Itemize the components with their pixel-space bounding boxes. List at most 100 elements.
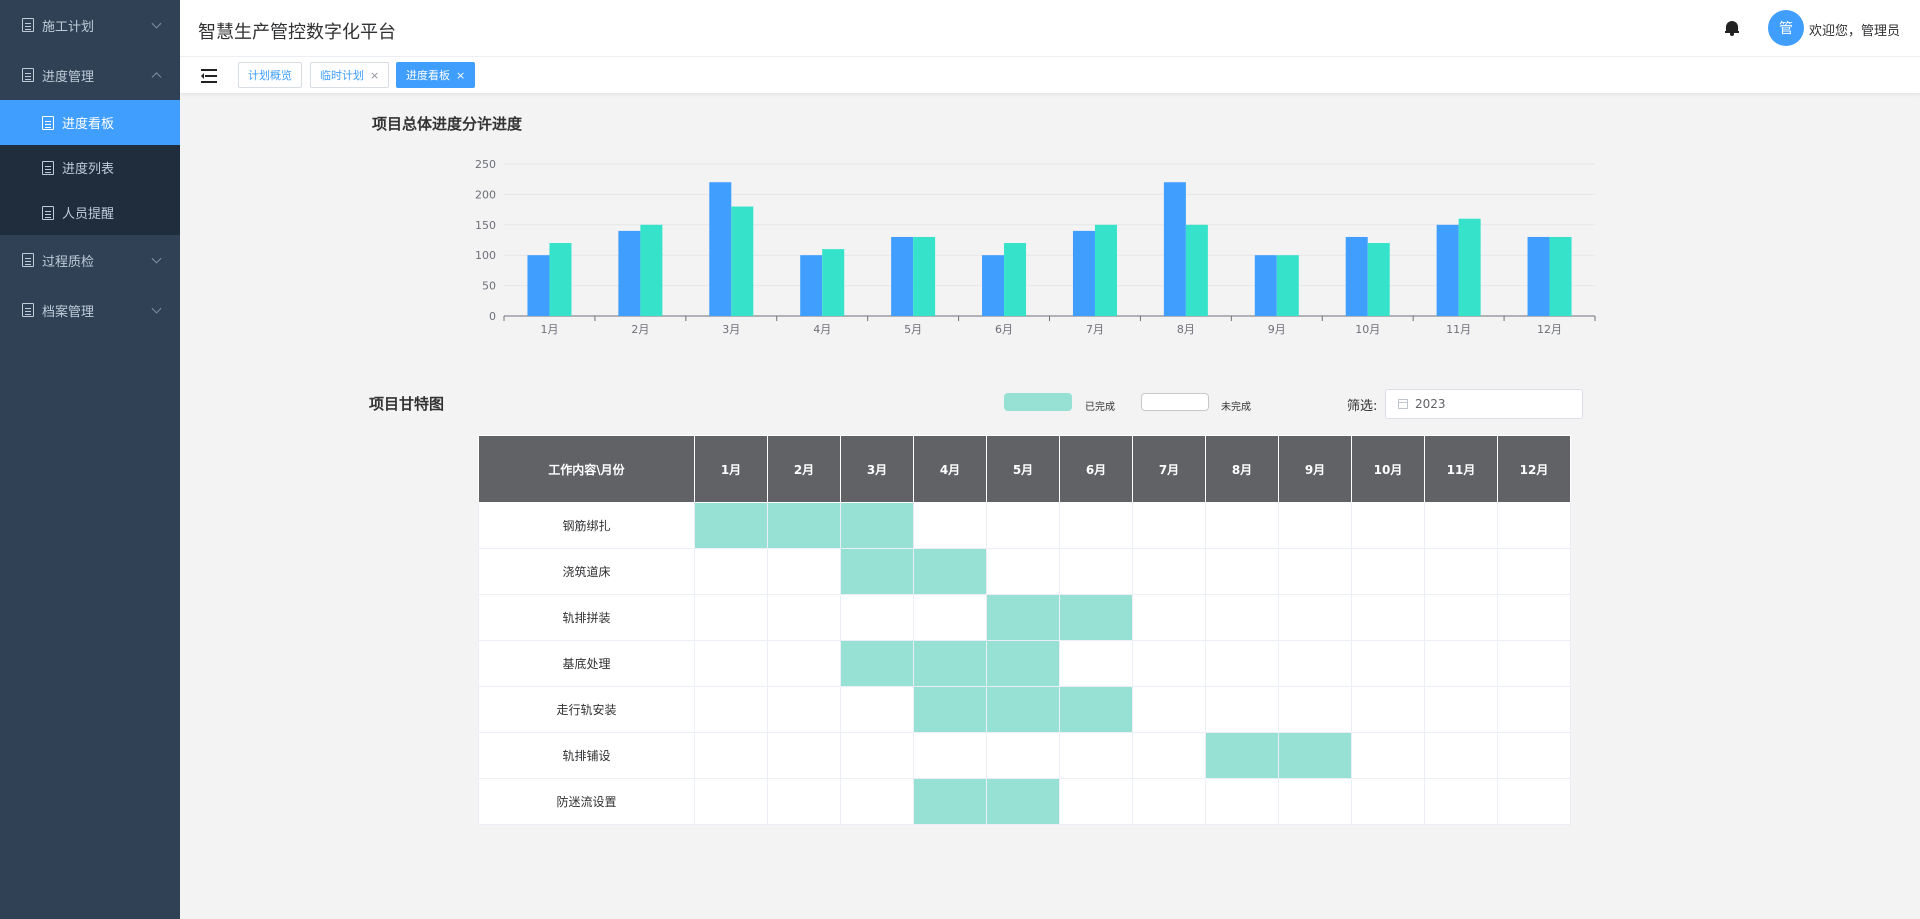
sidebar-item-quality-inspection[interactable]: 过程质检 <box>0 235 180 285</box>
legend-label-todo: 未完成 <box>1221 402 1251 413</box>
gantt-cell-empty <box>1497 732 1571 779</box>
gantt-cell-empty <box>1205 778 1279 825</box>
x-tick-label: 2月 <box>631 323 649 336</box>
gantt-month-header: 11月 <box>1424 435 1498 503</box>
gantt-cell-empty <box>1424 502 1498 549</box>
bar-series-1 <box>640 224 663 316</box>
gantt-cell-empty <box>694 640 768 687</box>
gantt-month-header: 10月 <box>1351 435 1425 503</box>
gantt-row: 轨排铺设 <box>478 732 1571 779</box>
gantt-month-header: 4月 <box>913 435 987 503</box>
gantt-cell-empty <box>1278 548 1352 595</box>
gantt-cell-empty <box>694 686 768 733</box>
gantt-month-header: 9月 <box>1278 435 1352 503</box>
gantt-cell-empty <box>1497 548 1571 595</box>
gantt-month-header: 7月 <box>1132 435 1206 503</box>
gantt-cell-done <box>986 594 1060 641</box>
gantt-task-name: 轨排铺设 <box>478 732 695 779</box>
bar-series-1 <box>1549 236 1572 316</box>
y-tick-label: 250 <box>475 158 496 171</box>
gantt-cell-empty <box>1205 640 1279 687</box>
chevron-down-icon <box>151 253 162 264</box>
gantt-cell-empty <box>767 778 841 825</box>
gantt-table: 工作内容\月份 1月 2月 3月 4月 5月 6月 7月 8月 9月 10月 11月 12月 钢筋绑扎浇… <box>478 435 1571 825</box>
tags-view-bar: 计划概览 临时计划 × 进度看板 × <box>180 57 1920 94</box>
gantt-cell-empty <box>1278 778 1352 825</box>
tag-plan-overview[interactable]: 计划概览 <box>238 62 302 88</box>
year-picker[interactable]: 2023 <box>1385 389 1583 419</box>
gantt-cell-empty <box>1132 640 1206 687</box>
legend-swatch-done <box>1004 393 1072 411</box>
sidebar-item-progress-board[interactable]: 进度看板 <box>0 100 180 145</box>
gantt-cell-done <box>986 686 1060 733</box>
x-tick-label: 5月 <box>904 323 922 336</box>
sidebar-item-label: 人员提醒 <box>62 207 115 222</box>
sidebar-submenu-progress: 进度看板 进度列表 人员提醒 <box>0 100 180 235</box>
chevron-down-icon <box>151 303 162 314</box>
gantt-cell-done <box>986 778 1060 825</box>
tag-temporary-plan[interactable]: 临时计划 × <box>310 62 390 88</box>
gantt-task-name: 防迷流设置 <box>478 778 695 825</box>
x-tick-label: 11月 <box>1446 323 1471 336</box>
gantt-row: 浇筑道床 <box>478 548 1571 595</box>
bar-series-1 <box>1185 224 1208 316</box>
document-icon <box>22 253 34 267</box>
gantt-cell-done <box>913 778 987 825</box>
bar-series-0 <box>527 255 550 316</box>
gantt-cell-empty <box>840 686 914 733</box>
sidebar-item-label: 施工计划 <box>42 19 95 35</box>
gantt-cell-done <box>1278 732 1352 779</box>
sidebar-item-progress-management[interactable]: 进度管理 <box>0 50 180 100</box>
gantt-cell-empty <box>1424 594 1498 641</box>
gantt-month-header: 3月 <box>840 435 914 503</box>
gantt-cell-empty <box>840 594 914 641</box>
chart-title: 项目总体进度分许进度 <box>372 115 523 133</box>
gantt-cell-empty <box>1205 594 1279 641</box>
sidebar-item-construction-plan[interactable]: 施工计划 <box>0 0 180 50</box>
avatar[interactable]: 管 <box>1768 10 1804 46</box>
bar-series-1 <box>1367 243 1390 316</box>
tag-label: 临时计划 <box>320 69 364 82</box>
gantt-cell-empty <box>986 502 1060 549</box>
gantt-cell-empty <box>1424 548 1498 595</box>
bell-icon[interactable] <box>1725 20 1739 36</box>
x-tick-label: 3月 <box>722 323 740 336</box>
gantt-row: 走行轨安装 <box>478 686 1571 733</box>
bar-series-0 <box>1436 224 1459 316</box>
gantt-cell-empty <box>1424 640 1498 687</box>
close-icon[interactable]: × <box>370 68 380 82</box>
gantt-cell-empty <box>1059 548 1133 595</box>
gantt-month-header: 5月 <box>986 435 1060 503</box>
sidebar-item-staff-reminder[interactable]: 人员提醒 <box>0 190 180 235</box>
gantt-cell-done <box>1059 594 1133 641</box>
document-icon <box>22 68 34 82</box>
x-tick-label: 9月 <box>1268 323 1286 336</box>
y-tick-label: 200 <box>475 188 496 201</box>
menu-fold-icon[interactable] <box>201 69 217 83</box>
sidebar: 施工计划 进度管理 进度看板 进度列表 人员提醒 过程质检 档案管理 <box>0 0 180 919</box>
gantt-cell-empty <box>1059 778 1133 825</box>
gantt-cell-empty <box>767 594 841 641</box>
gantt-task-name: 轨排拼装 <box>478 594 695 641</box>
sidebar-item-archive-management[interactable]: 档案管理 <box>0 285 180 335</box>
gantt-cell-empty <box>1497 686 1571 733</box>
bar-series-0 <box>1163 182 1186 316</box>
bar-series-0 <box>618 230 641 316</box>
gantt-task-name: 走行轨安装 <box>478 686 695 733</box>
legend-label-done: 已完成 <box>1085 402 1115 413</box>
gantt-cell-empty <box>1278 640 1352 687</box>
gantt-cell-done <box>840 548 914 595</box>
gantt-cell-empty <box>840 778 914 825</box>
sidebar-item-label: 过程质检 <box>42 254 95 270</box>
gantt-cell-empty <box>1424 732 1498 779</box>
gantt-row: 防迷流设置 <box>478 778 1571 825</box>
sidebar-item-progress-list[interactable]: 进度列表 <box>0 145 180 190</box>
gantt-cell-done <box>913 686 987 733</box>
welcome-text: 欢迎您，管理员 <box>1809 24 1901 39</box>
close-icon[interactable]: × <box>456 68 466 82</box>
gantt-cell-empty <box>1278 686 1352 733</box>
x-tick-label: 4月 <box>813 323 831 336</box>
year-picker-value: 2023 <box>1415 397 1446 411</box>
tag-progress-board[interactable]: 进度看板 × <box>396 62 476 88</box>
x-tick-label: 1月 <box>540 323 558 336</box>
